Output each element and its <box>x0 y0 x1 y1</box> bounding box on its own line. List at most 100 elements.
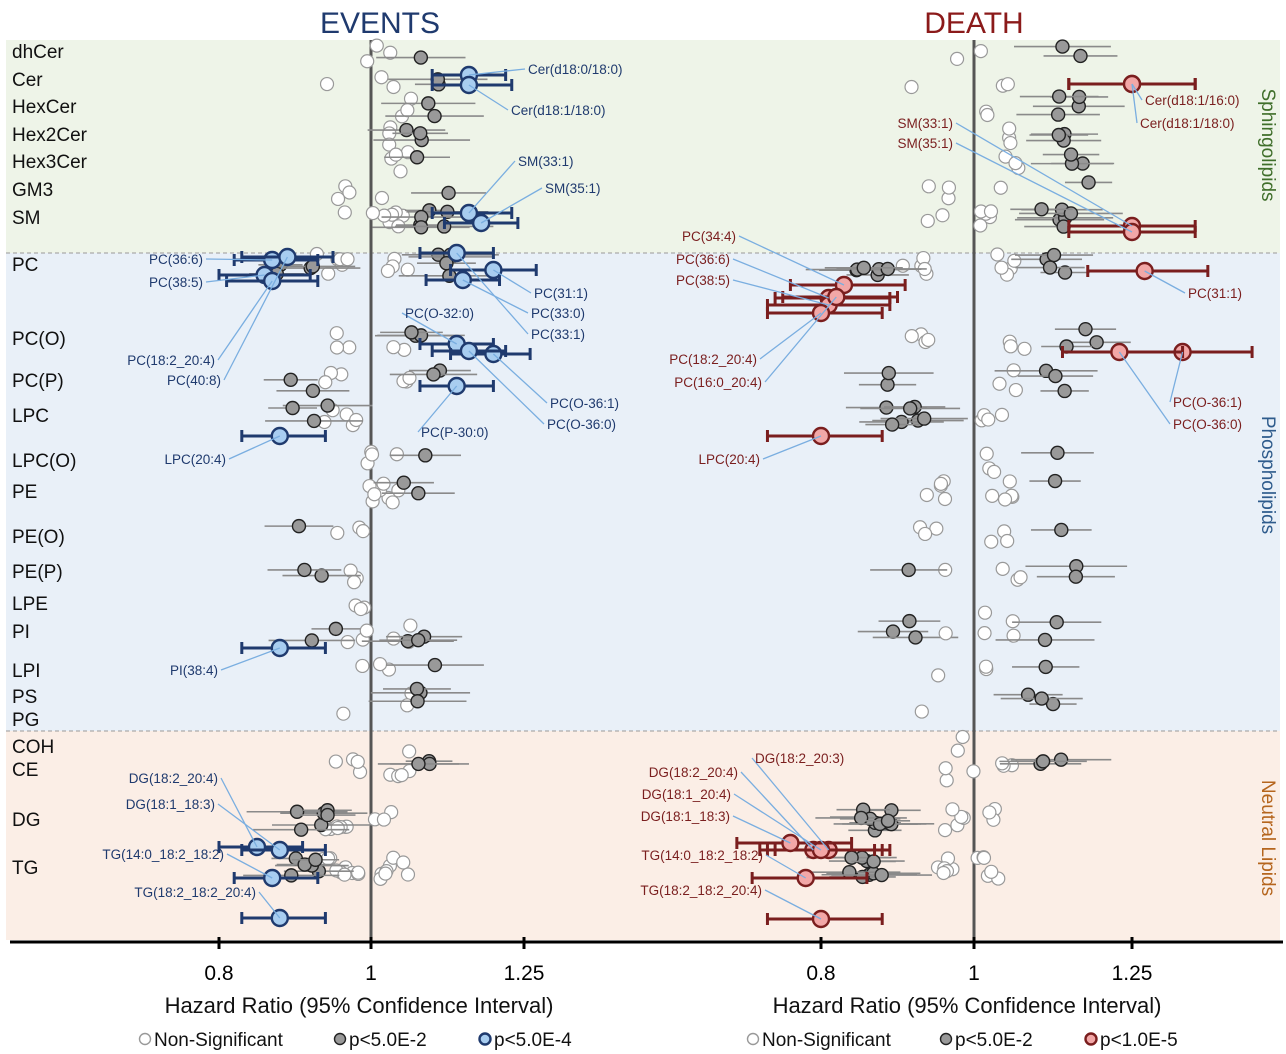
legend-marker <box>939 1032 953 1046</box>
point-label: PC(P-30:0) <box>421 425 489 440</box>
data-point <box>337 867 352 882</box>
group-band <box>6 731 1280 940</box>
data-point <box>1000 533 1015 549</box>
legend-label: p<1.0E-5 <box>1100 1030 1178 1051</box>
data-point <box>918 526 933 542</box>
data-point <box>400 262 415 277</box>
data-point <box>427 657 443 673</box>
data-point <box>1051 127 1067 143</box>
data-point <box>1054 522 1069 538</box>
legend-marker <box>478 1032 492 1046</box>
data-point <box>902 401 918 416</box>
data-point <box>1017 341 1032 356</box>
data-point <box>1068 569 1084 584</box>
data-point <box>933 476 949 491</box>
x-tick-label: 1.25 <box>504 962 545 985</box>
data-point <box>1078 321 1093 337</box>
point-label: PC(O-36:0) <box>1173 417 1242 432</box>
data-point <box>394 768 409 783</box>
data-point <box>426 367 441 382</box>
data-point <box>1050 445 1065 461</box>
point-label: DG(18:2_20:4) <box>649 765 738 780</box>
class-label: PG <box>12 710 39 731</box>
callout-line <box>733 793 822 851</box>
point-label: Cer(d18:1/16:0) <box>1145 93 1240 108</box>
class-label: PI <box>12 622 30 643</box>
point-label: Cer(d18:0/18:0) <box>528 62 623 77</box>
data-point <box>285 400 300 416</box>
data-point <box>413 50 429 65</box>
data-point <box>385 495 400 510</box>
data-point <box>950 743 965 758</box>
data-point <box>399 122 414 138</box>
data-point <box>1038 659 1053 675</box>
class-label: Cer <box>12 70 43 91</box>
data-point <box>359 623 374 638</box>
data-point <box>1034 202 1049 217</box>
data-point <box>380 263 396 279</box>
data-point <box>941 180 957 195</box>
point-label: TG(14:0_18:2_18:2) <box>102 847 224 862</box>
data-point <box>330 820 345 836</box>
data-point <box>1055 39 1070 54</box>
data-point <box>938 761 953 776</box>
data-point <box>349 412 364 428</box>
x-tick-label: 0.8 <box>204 962 233 985</box>
callout-line <box>751 757 830 851</box>
data-point <box>973 44 988 59</box>
data-point <box>305 383 321 399</box>
data-point <box>994 407 1010 422</box>
data-point <box>976 850 992 865</box>
data-point <box>304 633 320 648</box>
point-label: PC(38:5) <box>149 275 203 290</box>
data-point <box>1073 48 1088 64</box>
data-point <box>1057 383 1072 399</box>
data-point <box>355 524 371 539</box>
data-point <box>985 488 1000 503</box>
data-point <box>284 868 299 883</box>
data-point <box>336 706 351 721</box>
callout-line <box>217 803 281 851</box>
data-point <box>355 658 370 674</box>
data-point <box>1002 474 1017 489</box>
x-tick-label: 1 <box>968 962 980 985</box>
data-point <box>984 534 999 549</box>
data-point <box>902 613 917 629</box>
callout-line <box>1131 83 1143 101</box>
class-label: PE(O) <box>12 527 65 548</box>
callout-line <box>417 385 458 433</box>
data-point <box>992 376 1007 391</box>
class-label: Hex2Cer <box>12 125 88 146</box>
legend-label: Non-Significant <box>154 1030 284 1051</box>
data-point <box>1035 754 1051 769</box>
data-point <box>340 252 355 267</box>
callout-line <box>468 84 509 111</box>
data-point <box>919 487 934 503</box>
data-point <box>378 866 393 881</box>
data-point <box>411 756 426 772</box>
point-label: PC(33:0) <box>531 306 585 321</box>
data-point <box>901 562 916 578</box>
data-point <box>1050 107 1066 122</box>
x-axis-label: Hazard Ratio (95% Confidence Interval) <box>773 993 1162 1018</box>
callout-line <box>732 279 829 306</box>
data-point <box>904 329 919 344</box>
data-point <box>1005 614 1020 629</box>
callout-line <box>220 777 258 848</box>
callout-line <box>217 280 273 361</box>
callout-line <box>468 350 545 425</box>
callout-line <box>732 258 829 299</box>
data-point <box>329 326 344 341</box>
data-point <box>995 561 1010 576</box>
data-point <box>389 447 404 462</box>
data-point <box>386 631 401 646</box>
legend-marker <box>138 1032 152 1046</box>
data-point <box>977 605 993 620</box>
data-point <box>427 108 442 124</box>
data-point <box>342 185 357 200</box>
callout-line <box>764 889 822 920</box>
data-point <box>1047 473 1063 489</box>
class-label: CE <box>12 760 38 781</box>
data-point <box>1048 368 1063 384</box>
